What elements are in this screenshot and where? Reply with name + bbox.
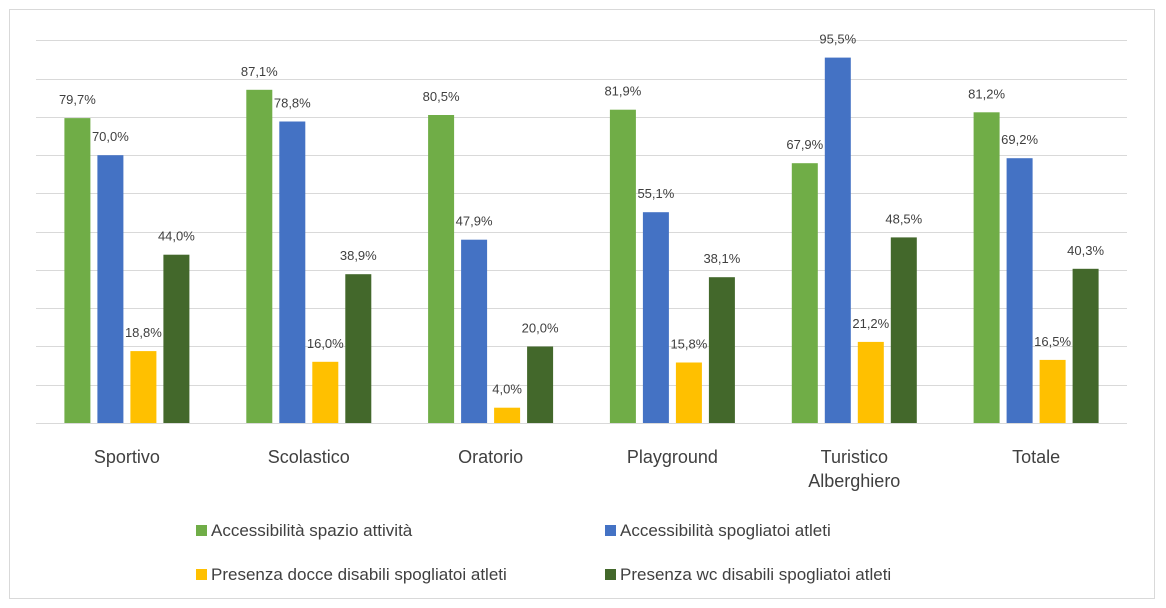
category-label-3: Oratorio <box>458 447 523 467</box>
bars <box>64 57 1099 424</box>
data-label-s3-c4: 15,8% <box>670 337 707 352</box>
legend-label-3: Presenza docce disabili spogliatoi atlet… <box>211 565 507 584</box>
bar-s1-c5 <box>791 163 818 423</box>
bar-s4-c6 <box>1072 268 1099 423</box>
data-label-s2-c5: 95,5% <box>819 32 856 47</box>
data-label-s1-c2: 87,1% <box>241 64 278 79</box>
legend-label-4: Presenza wc disabili spogliatoi atleti <box>620 565 891 584</box>
bar-s1-c6 <box>973 112 1000 424</box>
data-label-s2-c4: 55,1% <box>637 186 674 201</box>
data-label-s4-c4: 38,1% <box>703 251 740 266</box>
category-labels: Sportivo Scolastico Oratorio Playground Turi… <box>94 447 1060 491</box>
data-label-s4-c6: 40,3% <box>1067 243 1104 258</box>
data-label-s2-c1: 70,0% <box>92 129 129 144</box>
data-label-s2-c6: 69,2% <box>1001 132 1038 147</box>
bar-s2-c4 <box>642 212 669 423</box>
bar-s1-c3 <box>428 115 455 423</box>
legend-swatch-1 <box>196 525 207 536</box>
bar-s2-c3 <box>461 239 488 423</box>
bar-s3-c6 <box>1039 359 1066 423</box>
data-label-s3-c6: 16,5% <box>1034 334 1071 349</box>
legend: Accessibilità spazio attività Accessibili… <box>196 521 891 584</box>
data-label-s1-c6: 81,2% <box>968 86 1005 101</box>
category-label-2: Scolastico <box>268 447 350 467</box>
data-label-s4-c3: 20,0% <box>522 321 559 336</box>
category-label-1: Sportivo <box>94 447 160 467</box>
data-label-s1-c5: 67,9% <box>786 137 823 152</box>
data-label-s1-c1: 79,7% <box>59 92 96 107</box>
bar-s3-c3 <box>494 407 521 423</box>
bar-s2-c6 <box>1006 158 1033 423</box>
data-label-s4-c2: 38,9% <box>340 248 377 263</box>
data-label-s2-c2: 78,8% <box>274 96 311 111</box>
category-label-6: Totale <box>1012 447 1060 467</box>
bar-s3-c5 <box>857 341 884 423</box>
legend-label-1: Accessibilità spazio attività <box>211 521 413 540</box>
bar-s2-c2 <box>279 121 306 423</box>
bar-s3-c1 <box>130 351 157 423</box>
legend-swatch-4 <box>605 569 616 580</box>
data-label-s4-c5: 48,5% <box>885 211 922 226</box>
legend-item-3: Presenza docce disabili spogliatoi atlet… <box>196 565 507 584</box>
chart-frame <box>9 9 1155 599</box>
legend-swatch-2 <box>605 525 616 536</box>
bar-s3-c4 <box>675 362 702 423</box>
bar-s4-c3 <box>527 346 554 423</box>
legend-item-2: Accessibilità spogliatoi atleti <box>605 521 831 540</box>
bar-s1-c4 <box>609 109 636 423</box>
data-label-s4-c1: 44,0% <box>158 229 195 244</box>
bar-s4-c5 <box>890 237 917 423</box>
bar-s4-c4 <box>708 277 735 423</box>
bar-s4-c2 <box>345 274 372 423</box>
data-label-s3-c1: 18,8% <box>125 325 162 340</box>
data-label-s1-c4: 81,9% <box>604 84 641 99</box>
data-label-s3-c5: 21,2% <box>852 316 889 331</box>
data-label-s1-c3: 80,5% <box>423 89 460 104</box>
gridlines <box>36 40 1127 424</box>
bar-s3-c2 <box>312 361 339 423</box>
legend-item-4: Presenza wc disabili spogliatoi atleti <box>605 565 891 584</box>
legend-label-2: Accessibilità spogliatoi atleti <box>620 521 831 540</box>
bar-s2-c1 <box>97 155 124 423</box>
category-label-4: Playground <box>627 447 718 467</box>
legend-swatch-3 <box>196 569 207 580</box>
data-label-s2-c3: 47,9% <box>456 214 493 229</box>
data-label-s3-c2: 16,0% <box>307 336 344 351</box>
category-label-5: Turistico Alberghiero <box>808 447 900 491</box>
data-label-s3-c3: 4,0% <box>492 382 522 397</box>
bar-s1-c2 <box>246 89 273 424</box>
legend-item-1: Accessibilità spazio attività <box>196 521 413 540</box>
bar-s1-c1 <box>64 118 91 423</box>
data-labels: 79,7% 70,0% 18,8% 44,0% 87,1% 78,8% 16,0% 38,9%… <box>59 32 1105 397</box>
bar-s4-c1 <box>163 254 190 423</box>
bar-s2-c5 <box>824 57 851 423</box>
